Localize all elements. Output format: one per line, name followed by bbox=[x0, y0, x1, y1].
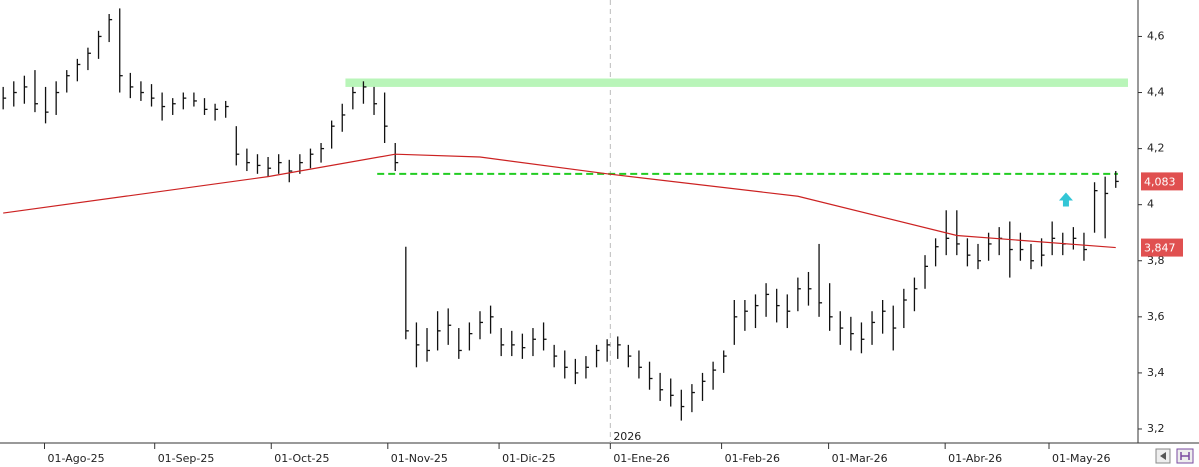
price-tag-label: 3,847 bbox=[1144, 242, 1176, 255]
x-tick-label: 01-Oct-25 bbox=[274, 452, 329, 465]
y-tick-label: 3,2 bbox=[1147, 422, 1165, 435]
price-tag-label: 4,083 bbox=[1144, 175, 1176, 188]
y-tick-label: 3,4 bbox=[1147, 366, 1165, 379]
resistance-zone bbox=[345, 78, 1128, 87]
save-icon bbox=[1180, 452, 1190, 460]
x-tick-label: 01-Abr-26 bbox=[948, 452, 1002, 465]
x-tick-label: 01-Dic-25 bbox=[502, 452, 556, 465]
y-tick-label: 4,2 bbox=[1147, 142, 1165, 155]
x-tick-label: 01-Sep-25 bbox=[158, 452, 215, 465]
x-tick-label: 01-Ene-26 bbox=[613, 452, 670, 465]
y-tick-label: 4,6 bbox=[1147, 29, 1165, 42]
y-tick-label: 3,8 bbox=[1147, 254, 1165, 267]
x-tick-label: 01-Ago-25 bbox=[48, 452, 105, 465]
x-tick-label: 01-May-26 bbox=[1052, 452, 1110, 465]
price-tag bbox=[1141, 172, 1183, 191]
y-tick-label: 3,6 bbox=[1147, 310, 1165, 323]
y-tick-label: 4,4 bbox=[1147, 86, 1165, 99]
x-tick-label: 01-Nov-25 bbox=[391, 452, 448, 465]
scroll-left-icon bbox=[1160, 452, 1166, 460]
price-tag bbox=[1141, 238, 1183, 257]
moving-average bbox=[3, 153, 1116, 249]
x-tick-label: 01-Mar-26 bbox=[832, 452, 888, 465]
x-tick-label: 01-Feb-26 bbox=[725, 452, 780, 465]
year-label: 2026 bbox=[613, 430, 641, 443]
signal-arrow bbox=[1058, 192, 1073, 207]
y-tick-label: 4 bbox=[1147, 198, 1154, 211]
